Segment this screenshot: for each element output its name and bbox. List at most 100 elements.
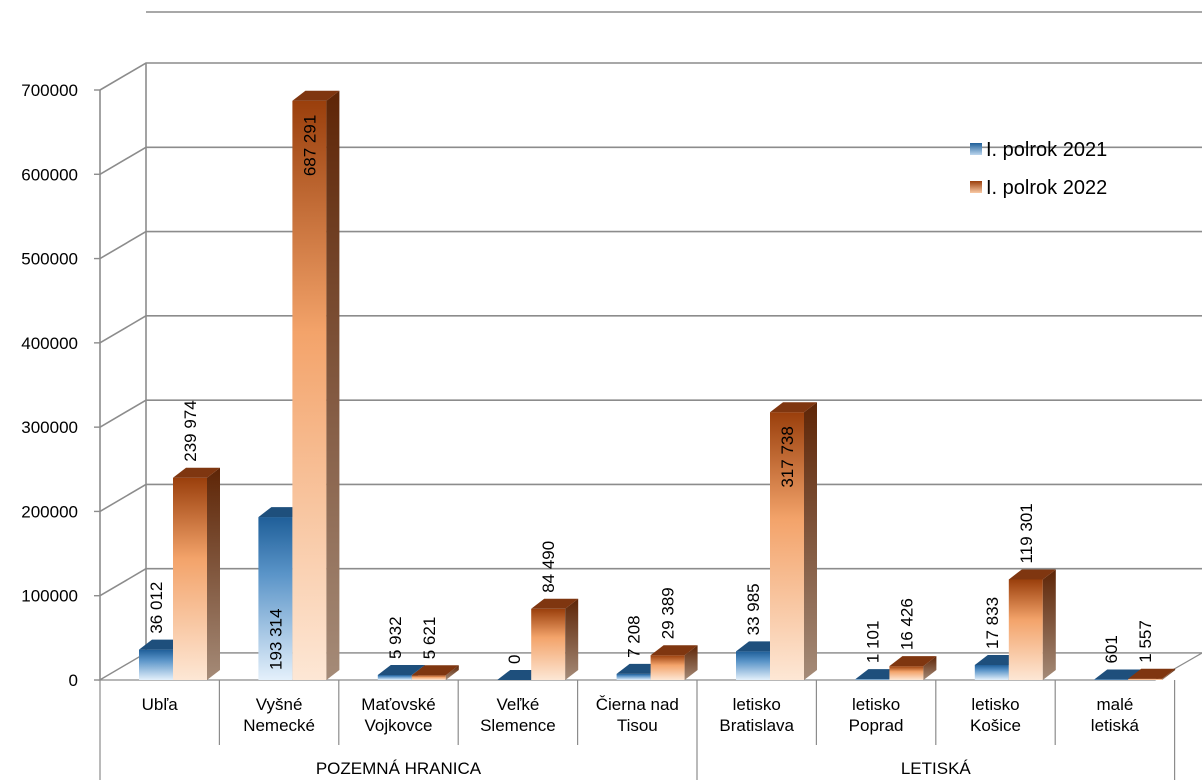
bar-front bbox=[173, 477, 207, 680]
bar-side bbox=[1162, 668, 1176, 680]
category-label: Bratislava bbox=[719, 716, 794, 735]
data-label: 84 490 bbox=[539, 541, 558, 593]
axes: 0 100000 200000 300000 400000 500000 600000 700… bbox=[21, 11, 1202, 690]
bar-top bbox=[292, 90, 340, 101]
bar-front bbox=[411, 675, 446, 680]
category-label: letisko bbox=[971, 695, 1019, 714]
data-label: 5 621 bbox=[420, 617, 439, 660]
data-label: 119 301 bbox=[1017, 503, 1036, 563]
y-tick-label: 400000 bbox=[21, 334, 78, 353]
legend-item: I. polrok 2022 bbox=[970, 177, 1107, 199]
legend-item: I. polrok 2021 bbox=[970, 139, 1107, 161]
bar bbox=[1008, 569, 1056, 680]
bar-front bbox=[1008, 579, 1043, 680]
category-label: Nemecké bbox=[243, 716, 315, 735]
bar-front bbox=[770, 412, 804, 680]
data-label: 1 101 bbox=[863, 621, 882, 664]
data-labels: 36 012 239 974 193 314 687 291 5 932 5 621 0 84… bbox=[147, 115, 1155, 670]
legend-swatch bbox=[970, 143, 982, 155]
data-label: 317 738 bbox=[778, 426, 797, 487]
category-label: letisko bbox=[852, 695, 900, 714]
data-label: 601 bbox=[1102, 635, 1121, 663]
bar-side bbox=[207, 467, 220, 680]
bar-front bbox=[974, 664, 1009, 680]
bar-side bbox=[565, 598, 579, 680]
gridline bbox=[99, 62, 1202, 91]
category-label: letiská bbox=[1091, 716, 1140, 735]
bar bbox=[531, 598, 579, 680]
bar-front bbox=[531, 608, 566, 680]
gridline bbox=[99, 230, 1202, 260]
bar-side bbox=[804, 402, 817, 680]
category-label: malé bbox=[1096, 695, 1133, 714]
data-label: 7 208 bbox=[625, 615, 644, 658]
y-tick-label: 200000 bbox=[21, 502, 78, 521]
bar-front bbox=[377, 675, 412, 680]
gridline bbox=[99, 315, 1202, 344]
category-label: letisko bbox=[733, 695, 781, 714]
bar-front bbox=[616, 673, 651, 680]
data-label: 5 932 bbox=[386, 616, 405, 659]
bar-front bbox=[650, 655, 685, 680]
bar-side bbox=[1042, 569, 1056, 680]
category-axis: Ubľa Vyšné Nemecké Maťovské Vojkovce Veľké Sle… bbox=[99, 680, 1176, 780]
bars bbox=[139, 90, 1176, 681]
category-label: Slemence bbox=[480, 716, 556, 735]
category-label: Košice bbox=[970, 716, 1021, 735]
legend-label: I. polrok 2022 bbox=[986, 177, 1107, 199]
bar-front bbox=[292, 100, 327, 681]
y-tick-label: 700000 bbox=[21, 81, 78, 100]
bar-top bbox=[770, 402, 817, 413]
bar bbox=[650, 645, 698, 680]
data-label: 239 974 bbox=[181, 400, 200, 461]
data-label: 17 833 bbox=[983, 597, 1002, 649]
gridline bbox=[99, 399, 1202, 428]
group-label: LETISKÁ bbox=[901, 759, 972, 778]
group-label: POZEMNÁ HRANICA bbox=[316, 759, 482, 778]
bar-side bbox=[684, 645, 698, 680]
data-label: 29 389 bbox=[659, 587, 678, 639]
bar-front bbox=[139, 649, 173, 680]
data-label: 36 012 bbox=[147, 582, 166, 634]
category-label: Veľké bbox=[497, 695, 540, 714]
legend-label: I. polrok 2021 bbox=[986, 139, 1107, 161]
bar bbox=[411, 665, 459, 680]
bar-top bbox=[650, 645, 698, 656]
bar-side bbox=[445, 665, 459, 680]
category-label: Vojkovce bbox=[364, 716, 432, 735]
data-label: 1 557 bbox=[1136, 620, 1155, 663]
bar-front bbox=[855, 679, 890, 680]
data-label: 16 426 bbox=[897, 598, 916, 650]
data-label: 33 985 bbox=[744, 583, 763, 635]
data-label: 193 314 bbox=[266, 609, 285, 670]
bar-top bbox=[173, 467, 220, 478]
bar-side bbox=[326, 90, 340, 681]
bar-front bbox=[736, 651, 770, 680]
bar bbox=[770, 402, 817, 680]
bar-top bbox=[377, 665, 425, 676]
category-label: Tisou bbox=[617, 716, 658, 735]
y-tick-label: 0 bbox=[69, 671, 78, 690]
bar-top bbox=[1008, 569, 1056, 580]
bar-front bbox=[258, 517, 293, 680]
bar-front bbox=[1128, 678, 1163, 680]
gridline bbox=[99, 483, 1202, 513]
category-label: Ubľa bbox=[142, 695, 179, 714]
legend-swatch bbox=[970, 181, 982, 193]
data-label: 0 bbox=[505, 655, 524, 664]
y-tick-label: 600000 bbox=[21, 165, 78, 184]
legend: I. polrok 2021 I. polrok 2022 bbox=[970, 139, 1107, 199]
y-tick-label: 300000 bbox=[21, 418, 78, 437]
y-tick-label: 100000 bbox=[21, 587, 78, 606]
category-label: Maťovské bbox=[361, 695, 435, 714]
bar-top bbox=[1094, 669, 1142, 680]
bar-front bbox=[889, 666, 924, 680]
bar-top bbox=[1128, 668, 1176, 679]
y-tick-label: 500000 bbox=[21, 250, 78, 269]
bar-front bbox=[1094, 679, 1129, 680]
category-label: Poprad bbox=[849, 716, 904, 735]
data-label: 687 291 bbox=[300, 115, 319, 176]
bar-top bbox=[889, 656, 937, 667]
bar bbox=[1128, 668, 1176, 680]
